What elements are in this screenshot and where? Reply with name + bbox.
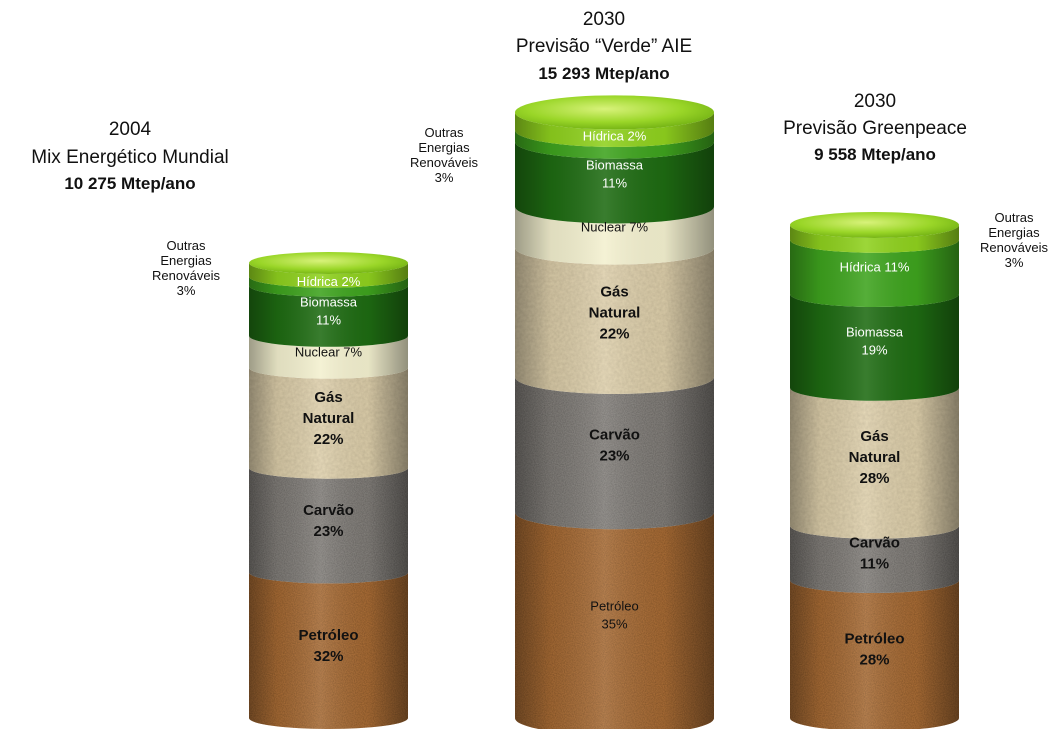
label-petroleo: Petróleo 32%	[298, 627, 358, 665]
chart-title: 2030	[583, 9, 625, 30]
segment-gas-natural	[790, 387, 959, 539]
label-carvao: Carvão 23%	[303, 502, 354, 540]
label-hidrica: Hídrica 2%	[583, 128, 647, 143]
segment-hidrica	[515, 130, 714, 159]
label-petroleo: Petróleo 28%	[844, 631, 904, 669]
label-outras-energias-renovaveis: Outras Energias Renováveis 3%	[152, 238, 220, 298]
chart-total: 10 275 Mtep/ano	[64, 174, 195, 193]
label-hidrica: Hídrica 11%	[840, 259, 910, 274]
segment-carvao	[515, 376, 714, 530]
label-gas-natural: Gás Natural 22%	[303, 389, 355, 448]
cylinder-top-cap	[249, 252, 408, 274]
chart-subtitle: Previsão “Verde” AIE	[516, 36, 692, 57]
chart-total: 9 558 Mtep/ano	[814, 145, 936, 164]
segment-hidrica	[248, 276, 408, 297]
label-gas-natural: Gás Natural 22%	[589, 284, 641, 343]
label-biomassa: Biomassa 11%	[586, 158, 644, 191]
label-carvao: Carvão 23%	[589, 426, 640, 464]
segment-outras-energias-renovaveis	[515, 112, 714, 147]
label-gas-natural: Gás Natural 28%	[849, 428, 901, 487]
segment-biomassa	[515, 141, 714, 224]
label-carvao: Carvão 11%	[849, 535, 900, 573]
segment-gas-natural	[515, 247, 714, 394]
chart-title: 2004	[109, 119, 152, 140]
cylinder-3: Petróleo 28% Carvão 11% Gás Natural 28% Biomass…	[790, 212, 959, 729]
segment-nuclear	[248, 335, 408, 379]
chart-title: 2030	[854, 91, 896, 112]
chart-subtitle: Previsão Greenpeace	[783, 118, 967, 139]
segment-carvao	[790, 525, 959, 593]
label-petroleo: Petróleo 35%	[590, 599, 638, 632]
segment-outras-energias-renovaveis	[790, 225, 959, 253]
label-outras-energias-renovaveis: Outras Energias Renováveis 3%	[410, 125, 478, 185]
label-biomassa: Biomassa 11%	[300, 294, 358, 327]
segment-biomassa	[790, 294, 959, 401]
cylinder-top-cap	[515, 95, 714, 130]
label-hidrica: Hídrica 2%	[297, 274, 361, 289]
chart-total: 15 293 Mtep/ano	[538, 64, 669, 83]
cylinder-1: Petróleo 32% Carvão 23% Gás Natural 22% Nuclear…	[248, 252, 408, 729]
cylinder-top-cap	[790, 212, 959, 238]
segment-gas-natural	[248, 367, 408, 479]
segment-carvao	[248, 467, 408, 584]
segment-biomassa	[248, 285, 408, 347]
segment-outras-energias-renovaveis	[248, 263, 408, 288]
label-nuclear: Nuclear 7%	[581, 220, 649, 235]
segment-petroleo	[515, 512, 714, 729]
label-outras-energias-renovaveis: Outras Energias Renováveis 3%	[980, 210, 1048, 270]
chart-subtitle: Mix Energético Mundial	[31, 147, 228, 168]
segment-nuclear	[515, 206, 714, 265]
label-biomassa: Biomassa 19%	[846, 324, 904, 357]
segment-hidrica	[790, 239, 959, 308]
segment-petroleo	[790, 579, 959, 729]
segment-petroleo	[248, 572, 408, 729]
cylinder-2: Petróleo 35% Carvão 23% Gás Natural 22% Nuclear…	[515, 95, 714, 729]
label-nuclear: Nuclear 7%	[295, 344, 363, 359]
